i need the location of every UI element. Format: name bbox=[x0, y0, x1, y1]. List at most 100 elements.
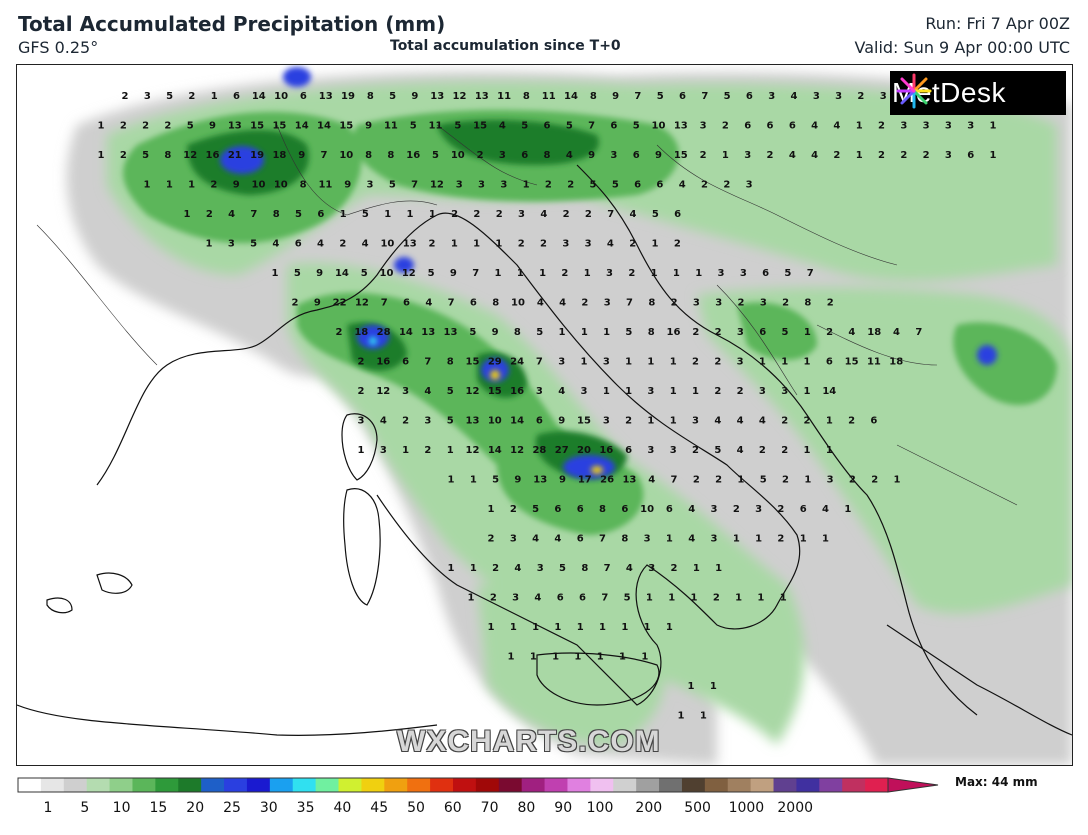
precip-value-label: 1 bbox=[470, 563, 477, 574]
precip-value-label: 1 bbox=[666, 534, 673, 545]
precip-value-label: 2 bbox=[581, 298, 588, 309]
precip-value-label: 1 bbox=[448, 475, 455, 486]
legend-tick-label: 1 bbox=[44, 800, 53, 816]
legend-tick-label: 5 bbox=[80, 800, 89, 816]
precip-value-label: 1 bbox=[688, 681, 695, 692]
precip-value-label: 3 bbox=[358, 416, 365, 427]
legend-color-cells bbox=[17, 777, 939, 793]
precip-value-label: 8 bbox=[387, 150, 394, 161]
precip-value-label: 9 bbox=[492, 327, 499, 338]
precip-value-label: 3 bbox=[737, 357, 744, 368]
precip-value-label: 13 bbox=[466, 416, 480, 427]
precip-value-label: 7 bbox=[604, 563, 611, 574]
precip-value-label: 4 bbox=[566, 150, 573, 161]
legend-color-cell bbox=[453, 778, 477, 792]
precip-value-label: 3 bbox=[562, 239, 569, 250]
precip-value-label: 4 bbox=[540, 209, 547, 220]
precip-value-label: 5 bbox=[389, 91, 396, 102]
metdesk-burst-icon bbox=[896, 73, 932, 109]
precip-value-label: 1 bbox=[757, 593, 764, 604]
legend-color-cell bbox=[498, 778, 523, 792]
precip-value-label: 2 bbox=[693, 475, 700, 486]
precipitation-map[interactable]: 2 3 5 2 1 6 14 10 6 13 19 8 5 9 13 12 13 11 8 11 14 8 9 7 5 6 7 5 6 3… bbox=[16, 64, 1073, 766]
legend-tick-label: 70 bbox=[481, 800, 499, 816]
precip-value-label: 9 bbox=[365, 121, 372, 132]
precip-value-label: 14 bbox=[399, 327, 413, 338]
precip-value-label: 1 bbox=[488, 622, 495, 633]
precip-peak-layer bbox=[369, 337, 603, 474]
precip-value-label: 12 bbox=[466, 386, 480, 397]
precip-value-label: 1 bbox=[603, 386, 610, 397]
legend-color-cell bbox=[384, 778, 408, 792]
legend-tick-label: 90 bbox=[554, 800, 572, 816]
precip-value-label: 6 bbox=[746, 91, 753, 102]
precip-value-label: 2 bbox=[402, 416, 409, 427]
precip-value-label: 4 bbox=[789, 150, 796, 161]
precip-value-label: 1 bbox=[166, 180, 173, 191]
precip-value-label: 2 bbox=[424, 445, 431, 456]
precip-value-label: 8 bbox=[300, 180, 307, 191]
precip-value-label: 4 bbox=[893, 327, 900, 338]
precip-value-label: 9 bbox=[344, 180, 351, 191]
precip-value-label: 6 bbox=[967, 150, 974, 161]
precip-value-label: 12 bbox=[183, 150, 197, 161]
precip-value-label: 2 bbox=[826, 327, 833, 338]
precip-value-label: 4 bbox=[848, 327, 855, 338]
legend-tick-label: 15 bbox=[149, 800, 167, 816]
precip-value-label: 18 bbox=[272, 150, 286, 161]
precip-value-label: 9 bbox=[316, 268, 323, 279]
precip-value-label: 19 bbox=[341, 91, 355, 102]
legend-tick-labels: 1 5 10 15 20 25 30 35 40 45 50 60 70 80 90 100 200 500 100… bbox=[44, 800, 813, 816]
legend-tick-label: 25 bbox=[223, 800, 241, 816]
precip-value-label: 12 bbox=[402, 268, 416, 279]
precip-value-label: 28 bbox=[377, 327, 391, 338]
wxcharts-watermark: WXCHARTS.COM bbox=[397, 725, 661, 758]
precip-value-label: 10 bbox=[652, 121, 666, 132]
precip-value-label: 9 bbox=[233, 180, 240, 191]
precip-value-label: 2 bbox=[358, 357, 365, 368]
precip-value-label: 5 bbox=[657, 91, 664, 102]
precip-value-label: 3 bbox=[228, 239, 235, 250]
precip-value-label: 3 bbox=[945, 150, 952, 161]
precip-value-label: 6 bbox=[633, 150, 640, 161]
precip-value-label: 2 bbox=[561, 268, 568, 279]
precip-value-label: 5 bbox=[187, 121, 194, 132]
precip-value-label: 6 bbox=[577, 504, 584, 515]
precip-value-label: 1 bbox=[603, 327, 610, 338]
precip-value-label: 1 bbox=[692, 386, 699, 397]
precip-value-label: 5 bbox=[536, 327, 543, 338]
precip-value-label: 8 bbox=[514, 327, 521, 338]
precip-value-label: 3 bbox=[402, 386, 409, 397]
precip-value-label: 3 bbox=[744, 150, 751, 161]
precip-value-label: 16 bbox=[206, 150, 220, 161]
precip-value-label: 2 bbox=[700, 150, 707, 161]
precip-value-label: 2 bbox=[692, 357, 699, 368]
precip-value-label: 2 bbox=[777, 534, 784, 545]
precip-value-label: 2 bbox=[692, 445, 699, 456]
precip-value-label: 5 bbox=[612, 180, 619, 191]
legend-tick-label: 60 bbox=[444, 800, 462, 816]
precip-value-label: 2 bbox=[490, 593, 497, 604]
precip-value-label: 1 bbox=[468, 593, 475, 604]
precip-value-label: 1 bbox=[735, 593, 742, 604]
precip-value-label: 2 bbox=[781, 416, 788, 427]
precip-value-label: 1 bbox=[800, 534, 807, 545]
precip-value-label: 4 bbox=[822, 504, 829, 515]
precip-value-label: 1 bbox=[710, 681, 717, 692]
precip-value-label: 3 bbox=[536, 386, 543, 397]
precip-value-label: 12 bbox=[430, 180, 444, 191]
legend-colorbar: 1 5 10 15 20 25 30 35 40 45 50 60 70 80 90 100 200 500 100… bbox=[17, 777, 939, 816]
precip-value-label: 4 bbox=[626, 563, 633, 574]
precip-value-label: 1 bbox=[693, 563, 700, 574]
precip-value-label: 6 bbox=[610, 121, 617, 132]
precip-value-label: 15 bbox=[466, 357, 480, 368]
legend-tick-label: 500 bbox=[684, 800, 711, 816]
precip-value-label: 3 bbox=[604, 298, 611, 309]
legend-color-cell bbox=[475, 778, 500, 792]
precip-value-label: 1 bbox=[144, 180, 151, 191]
precip-value-label: 2 bbox=[628, 268, 635, 279]
precip-value-label: 1 bbox=[429, 209, 436, 220]
precip-value-label: 4 bbox=[425, 298, 432, 309]
precip-value-label: 13 bbox=[674, 121, 688, 132]
precip-value-label: 1 bbox=[448, 563, 455, 574]
